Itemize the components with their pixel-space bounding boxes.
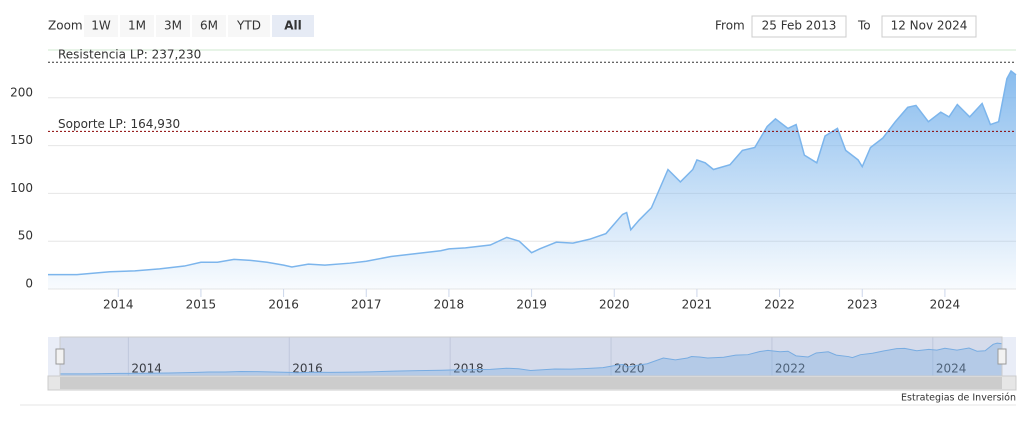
zoom-button[interactable] <box>192 15 226 37</box>
zoom-button-label[interactable]: 3M <box>164 19 182 33</box>
area <box>48 71 1016 289</box>
zoom-button[interactable] <box>228 15 270 37</box>
navigator-tick-label: 2024 <box>936 362 967 376</box>
y-tick-label: 100 <box>10 181 33 195</box>
zoom-button-label[interactable]: YTD <box>236 19 261 33</box>
from-label: From <box>715 19 745 33</box>
plot-line-label: Soporte LP: 164,930 <box>58 117 180 131</box>
zoom-button-label[interactable]: 1M <box>128 19 146 33</box>
x-tick-label: 2015 <box>186 298 217 312</box>
navigator-tick-label: 2022 <box>775 362 806 376</box>
scrollbar-thumb[interactable] <box>60 377 1002 389</box>
navigator-tick-label: 2014 <box>131 362 162 376</box>
x-tick-label: 2018 <box>434 298 465 312</box>
x-tick-label: 2020 <box>599 298 630 312</box>
navigator-handle[interactable] <box>997 348 1007 365</box>
navigator-handle[interactable] <box>55 348 65 365</box>
credit: Estrategias de Inversión <box>901 393 1016 404</box>
navigator-tick-label: 2018 <box>453 362 484 376</box>
x-tick-label: 2019 <box>516 298 547 312</box>
x-tick-label: 2017 <box>351 298 382 312</box>
zoom-button[interactable] <box>120 15 154 37</box>
x-tick-label: 2014 <box>103 298 134 312</box>
x-tick-label: 2024 <box>930 298 961 312</box>
from-input[interactable] <box>751 15 847 38</box>
navigator-area <box>59 342 1003 377</box>
to-input[interactable] <box>881 15 977 38</box>
from-value[interactable]: 25 Feb 2013 <box>762 19 837 33</box>
x-tick-label: 2022 <box>764 298 795 312</box>
y-tick-label: 150 <box>10 133 33 147</box>
zoom-button-label[interactable]: All <box>284 19 302 33</box>
x-tick-label: 2016 <box>268 298 299 312</box>
x-tick-label: 2023 <box>847 298 878 312</box>
y-tick-label: 50 <box>18 229 33 243</box>
x-tick-label: 2021 <box>682 298 713 312</box>
zoom-button-label[interactable]: 6M <box>200 19 218 33</box>
plot-line-label: Resistencia LP: 237,230 <box>58 48 201 62</box>
y-tick-label: 0 <box>25 277 33 291</box>
zoom-label: Zoom <box>48 19 83 33</box>
y-tick-label: 200 <box>10 85 33 99</box>
zoom-button[interactable] <box>156 15 190 37</box>
to-label: To <box>857 19 871 33</box>
navigator-mask <box>59 336 1003 377</box>
zoom-button-label[interactable]: 1W <box>91 19 111 33</box>
to-value[interactable]: 12 Nov 2024 <box>891 19 968 33</box>
line <box>48 69 1017 276</box>
zoom-button[interactable] <box>84 15 118 37</box>
zoom-button[interactable] <box>272 15 314 37</box>
